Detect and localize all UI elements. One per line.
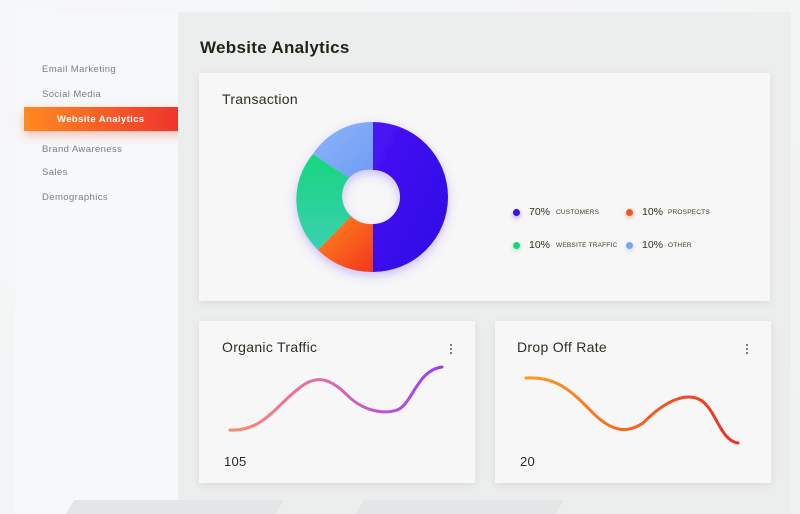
sidebar-item-demographics[interactable]: Demographics [42, 192, 109, 203]
organic-traffic-kebab-menu-icon[interactable] [448, 344, 454, 358]
organic-traffic-sparkline [228, 365, 444, 432]
legend-label-prospects: PROSPECTS [668, 209, 710, 216]
page-title: Website Analytics [200, 38, 350, 57]
sidebar-item-label: Website Analytics [57, 114, 145, 125]
decorative-footer-shape [65, 500, 285, 514]
drop-off-rate-card [495, 321, 771, 483]
donut-slice-customers [373, 122, 448, 272]
donut-slice-prospects [318, 216, 373, 273]
decorative-footer-shape [355, 500, 565, 514]
legend-percent-website-traffic: 10% [529, 239, 551, 251]
organic-traffic-title: Organic Traffic [222, 339, 318, 355]
sidebar-item-email-marketing[interactable]: Email Marketing [42, 64, 117, 75]
legend-label-customers: CUSTOMERS [556, 209, 600, 216]
drop-off-rate-kebab-menu-icon[interactable] [744, 344, 750, 358]
legend-dot-customers [513, 209, 520, 216]
organic-traffic-value: 105 [224, 454, 247, 469]
legend-percent-prospects: 10% [642, 206, 664, 218]
legend-percent-other: 10% [642, 239, 664, 251]
sidebar-item-brand-awareness[interactable]: Brand Awareness [42, 144, 123, 155]
organic-traffic-line [228, 365, 444, 432]
drop-off-rate-sparkline [524, 376, 740, 445]
drop-off-rate-value: 20 [520, 454, 536, 469]
legend-label-website-traffic: WEBSITE TRAFFIC [556, 242, 618, 249]
transaction-card-title: Transaction [222, 91, 298, 107]
drop-off-rate-line [524, 376, 740, 445]
transaction-donut-chart [296, 121, 448, 273]
sidebar-item-social-media[interactable]: Social Media [42, 89, 102, 100]
legend-dot-prospects [626, 209, 633, 216]
donut-slice-other [313, 121, 373, 178]
sidebar-item-sales[interactable]: Sales [42, 167, 68, 178]
sidebar-item-website-analytics[interactable]: Website Analytics [24, 107, 184, 131]
legend-percent-customers: 70% [529, 206, 551, 218]
drop-off-rate-title: Drop Off Rate [517, 339, 608, 355]
transaction-card [199, 73, 770, 301]
sidebar [15, 12, 178, 514]
donut-slice-website-traffic [296, 154, 351, 250]
legend-dot-other [626, 242, 633, 249]
organic-traffic-card [199, 321, 475, 483]
legend-label-other: OTHER [668, 242, 692, 249]
legend-dot-website-traffic [513, 242, 520, 249]
